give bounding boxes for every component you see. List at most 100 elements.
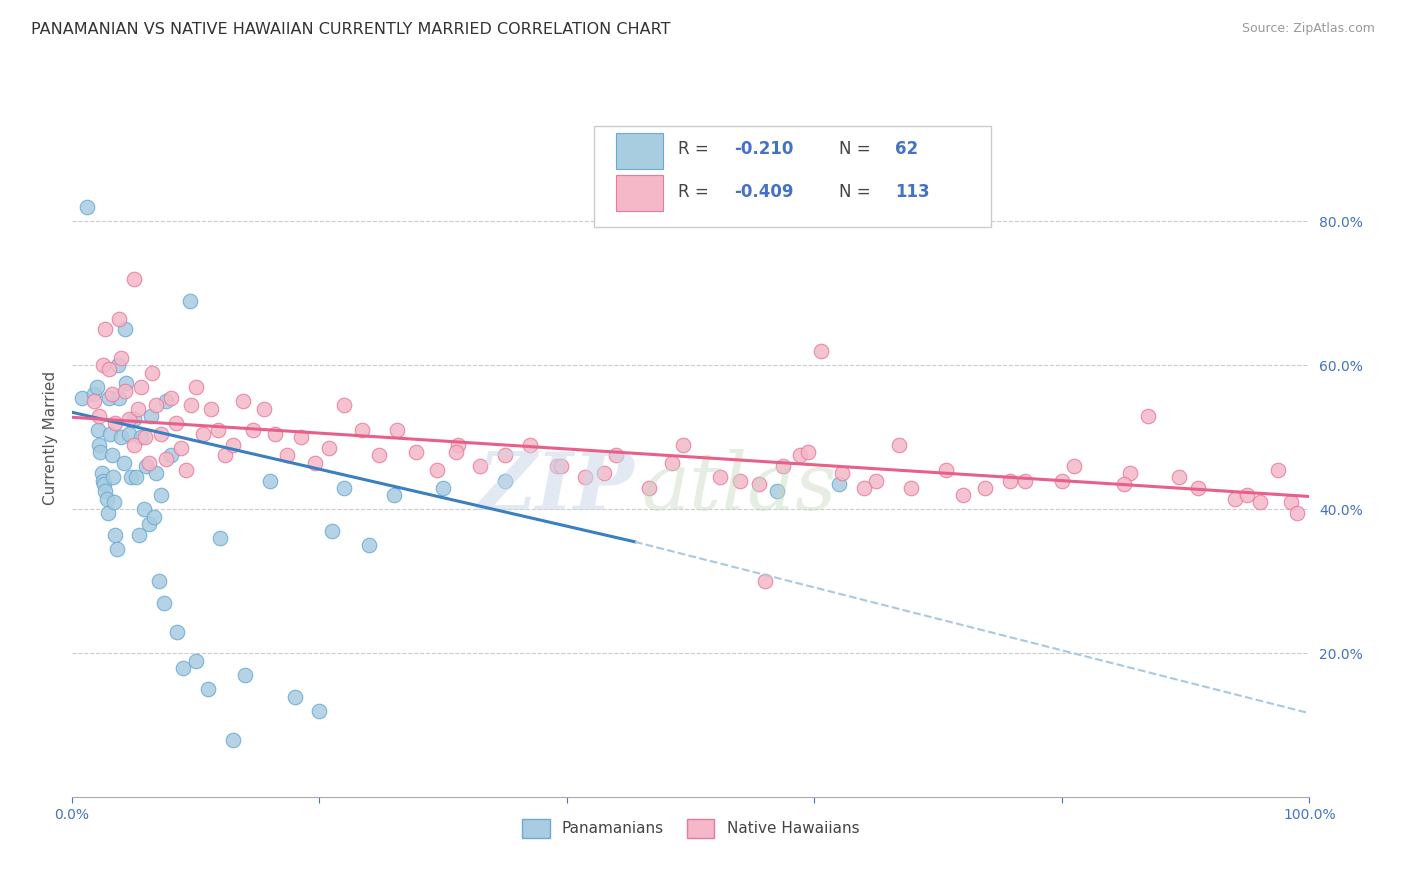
Point: [166, 624, 188, 639]
Point: [184, 654, 207, 668]
Point: [115, 376, 138, 391]
Point: [90, 467, 112, 481]
Point: [952, 488, 974, 502]
Point: [142, 509, 165, 524]
Point: [179, 293, 201, 308]
Point: [207, 423, 229, 437]
Point: [197, 682, 219, 697]
Point: [108, 311, 131, 326]
Point: [321, 524, 343, 538]
Point: [233, 668, 256, 682]
Point: [290, 430, 312, 444]
Point: [222, 437, 245, 451]
Point: [138, 456, 160, 470]
Point: [789, 449, 811, 463]
Point: [550, 459, 572, 474]
Text: 62: 62: [894, 140, 918, 158]
Point: [145, 467, 167, 481]
Point: [426, 463, 449, 477]
Point: [155, 452, 177, 467]
Point: [284, 690, 307, 704]
Point: [672, 437, 695, 451]
Point: [728, 474, 751, 488]
Point: [357, 538, 380, 552]
Point: [333, 398, 356, 412]
Point: [160, 449, 183, 463]
Point: [155, 394, 177, 409]
Point: [97, 506, 120, 520]
Point: [107, 359, 129, 373]
Text: atlas: atlas: [641, 449, 837, 526]
Point: [1168, 470, 1191, 484]
Point: [232, 394, 254, 409]
Point: [1014, 474, 1036, 488]
Point: [174, 463, 197, 477]
Point: [367, 449, 389, 463]
Point: [184, 380, 207, 394]
Point: [605, 449, 627, 463]
FancyBboxPatch shape: [616, 175, 664, 211]
Text: N =: N =: [839, 140, 870, 158]
Point: [112, 456, 135, 470]
Point: [1223, 491, 1246, 506]
Text: 113: 113: [894, 183, 929, 201]
Text: R =: R =: [678, 183, 709, 201]
Point: [593, 467, 616, 481]
Point: [887, 437, 910, 451]
Point: [98, 391, 121, 405]
Point: [128, 527, 150, 541]
Point: [127, 401, 149, 416]
Point: [828, 477, 851, 491]
Point: [83, 394, 105, 409]
Point: [222, 732, 245, 747]
Point: [122, 437, 145, 451]
Point: [160, 391, 183, 405]
Point: [104, 527, 127, 541]
Point: [86, 380, 108, 394]
Point: [1236, 488, 1258, 502]
Point: [70, 391, 93, 405]
Point: [103, 495, 125, 509]
Point: [98, 426, 121, 441]
Point: [98, 362, 121, 376]
Point: [150, 488, 173, 502]
Point: [214, 449, 236, 463]
Point: [754, 574, 776, 589]
Point: [276, 449, 298, 463]
Point: [253, 401, 276, 416]
Point: [145, 398, 167, 412]
Point: [200, 401, 222, 416]
Point: [209, 531, 232, 545]
Point: [772, 459, 794, 474]
Point: [387, 423, 409, 437]
Point: [661, 456, 683, 470]
Point: [118, 412, 141, 426]
Point: [934, 463, 956, 477]
Point: [304, 456, 326, 470]
Point: [519, 437, 541, 451]
Point: [444, 445, 467, 459]
Point: [350, 423, 373, 437]
Point: [264, 426, 287, 441]
Point: [148, 574, 170, 589]
Point: [1187, 481, 1209, 495]
Point: [900, 481, 922, 495]
Point: [170, 442, 193, 456]
Point: [89, 437, 111, 451]
FancyBboxPatch shape: [595, 126, 991, 227]
Point: [637, 481, 659, 495]
Point: [1050, 474, 1073, 488]
Legend: Panamanians, Native Hawaiians: Panamanians, Native Hawaiians: [516, 813, 865, 844]
Text: -0.210: -0.210: [734, 140, 793, 158]
Point: [114, 322, 136, 336]
Point: [1063, 459, 1085, 474]
Point: [100, 449, 122, 463]
Point: [135, 459, 157, 474]
Point: [132, 502, 155, 516]
Point: [382, 488, 405, 502]
Point: [1137, 409, 1160, 423]
Point: [152, 596, 174, 610]
Point: [114, 384, 136, 398]
Point: [110, 351, 132, 366]
Point: [766, 484, 789, 499]
